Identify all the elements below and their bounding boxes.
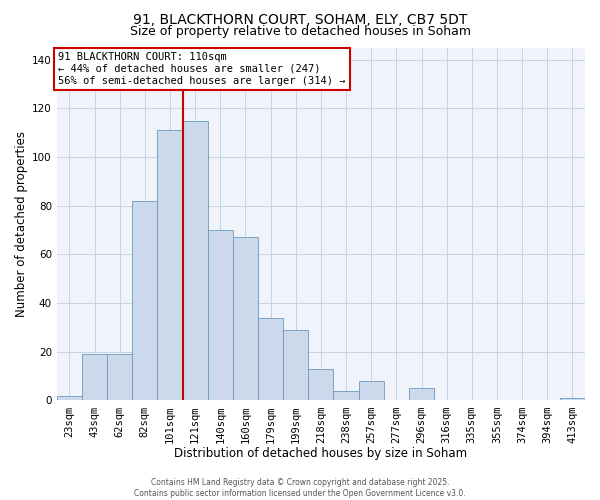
Bar (57, 396, 82, 400)
Bar (409, 388, 434, 400)
Bar (132, 201, 157, 400)
Bar (208, 230, 233, 400)
Text: Size of property relative to detached houses in Soham: Size of property relative to detached ho… (130, 25, 470, 38)
Bar (107, 354, 132, 401)
Bar (334, 390, 359, 400)
Bar (308, 369, 334, 400)
Text: 91, BLACKTHORN COURT, SOHAM, ELY, CB7 5DT: 91, BLACKTHORN COURT, SOHAM, ELY, CB7 5D… (133, 12, 467, 26)
X-axis label: Distribution of detached houses by size in Soham: Distribution of detached houses by size … (175, 447, 467, 460)
Bar (233, 238, 258, 400)
Bar (182, 120, 208, 400)
Text: 91 BLACKTHORN COURT: 110sqm
← 44% of detached houses are smaller (247)
56% of se: 91 BLACKTHORN COURT: 110sqm ← 44% of det… (58, 52, 346, 86)
Bar (283, 330, 308, 400)
Y-axis label: Number of detached properties: Number of detached properties (15, 131, 28, 317)
Bar (359, 381, 384, 400)
Text: Contains HM Land Registry data © Crown copyright and database right 2025.
Contai: Contains HM Land Registry data © Crown c… (134, 478, 466, 498)
Bar (258, 318, 283, 400)
Bar (157, 130, 182, 400)
Bar (560, 398, 585, 400)
Bar (82, 354, 107, 401)
